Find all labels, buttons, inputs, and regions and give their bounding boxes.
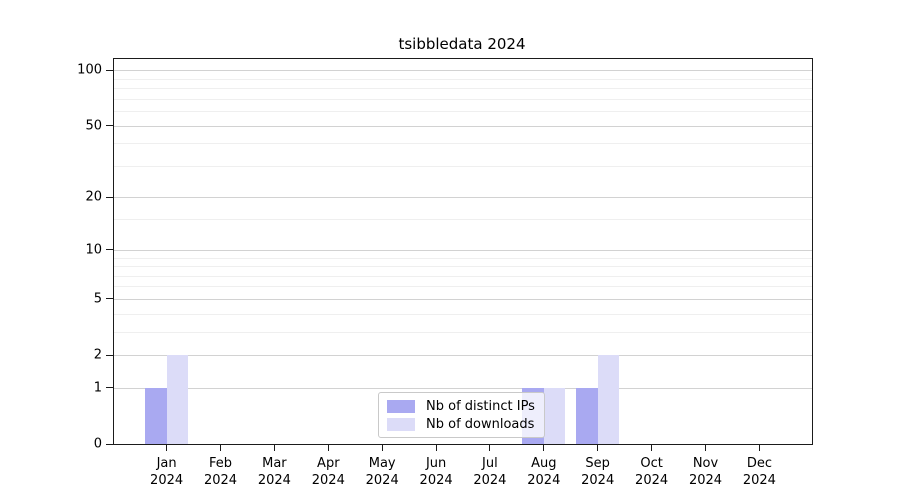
- legend-item-distinct-ips: Nb of distinct IPs: [387, 397, 536, 415]
- x-axis-tick-label: Feb 2024: [204, 455, 237, 489]
- x-tick-year: 2024: [203, 473, 238, 488]
- bar-downloads: [166, 355, 189, 444]
- x-axis-tick: [381, 445, 383, 451]
- x-tick-year: 2024: [150, 473, 184, 488]
- x-axis-tick: [705, 445, 706, 451]
- x-axis-tick: [597, 445, 599, 451]
- x-tick-year: 2024: [257, 473, 291, 488]
- x-axis-tick-label: Nov 2024: [689, 455, 722, 489]
- gridline-minor: [114, 98, 812, 100]
- x-tick-month: Jan: [156, 456, 177, 471]
- x-tick-month: May: [368, 456, 396, 471]
- bar-distinct-ips: [576, 387, 598, 444]
- gridline-major: [114, 197, 812, 199]
- x-axis-tick-label: Jul 2024: [473, 455, 506, 489]
- y-axis-tick-label: 2: [93, 347, 102, 363]
- x-tick-year: 2024: [365, 473, 399, 488]
- y-axis-tick-label: 20: [85, 189, 102, 205]
- x-tick-month: Oct: [640, 456, 663, 471]
- x-tick-month: Dec: [746, 456, 772, 471]
- x-tick-year: 2024: [742, 473, 776, 488]
- legend: Nb of distinct IPs Nb of downloads: [378, 392, 545, 438]
- plot-area: Nb of distinct IPs Nb of downloads 0 1 2 5 1…: [77, 58, 813, 488]
- gridline-minor: [114, 266, 812, 267]
- gridline-minor: [114, 88, 812, 90]
- y-axis-tick: [106, 443, 113, 445]
- legend-swatch-distinct-ips: [387, 399, 415, 413]
- x-tick-month: Jul: [482, 456, 498, 471]
- gridline-minor: [114, 165, 812, 167]
- x-tick-month: Apr: [317, 456, 340, 471]
- legend-label-downloads: Nb of downloads: [426, 416, 535, 432]
- bar-distinct-ips: [145, 387, 167, 444]
- x-tick-month: Mar: [262, 456, 287, 471]
- x-axis-tick: [543, 445, 545, 451]
- x-axis-tick-label: Dec 2024: [743, 455, 776, 489]
- bar-downloads: [597, 355, 620, 444]
- gridline-minor: [114, 257, 812, 259]
- gridline-minor: [114, 219, 812, 221]
- x-axis-tick: [273, 445, 275, 451]
- x-tick-year: 2024: [473, 473, 507, 488]
- x-axis-tick: [435, 445, 437, 451]
- x-tick-month: Nov: [692, 456, 719, 471]
- x-tick-year: 2024: [419, 473, 453, 488]
- x-axis-tick-label: Mar 2024: [258, 455, 291, 489]
- y-axis-tick: [106, 298, 113, 300]
- x-tick-year: 2024: [635, 473, 669, 488]
- y-axis-tick-label: 100: [77, 62, 102, 78]
- x-tick-month: Sep: [585, 456, 610, 471]
- x-axis-tick: [220, 445, 221, 451]
- y-axis-tick-label: 0: [93, 436, 102, 452]
- x-axis-tick-label: Sep 2024: [581, 455, 614, 489]
- x-tick-year: 2024: [311, 473, 345, 488]
- gridline-major: [114, 387, 812, 389]
- x-axis-tick-label: Jan 2024: [150, 455, 183, 489]
- gridline-major: [114, 249, 812, 251]
- gridline-major: [114, 125, 812, 127]
- x-axis-tick: [166, 445, 168, 451]
- chart-title: tsibbledata 2024: [398, 35, 526, 53]
- y-axis-tick: [106, 249, 113, 251]
- legend-item-downloads: Nb of downloads: [387, 415, 536, 433]
- y-axis-tick: [106, 125, 113, 127]
- x-tick-year: 2024: [527, 473, 561, 488]
- x-tick-month: Jun: [425, 456, 447, 471]
- legend-swatch-downloads: [387, 417, 415, 431]
- x-axis-tick: [327, 445, 329, 451]
- x-axis-tick: [651, 445, 653, 451]
- x-axis-tick-label: Jun 2024: [420, 455, 453, 489]
- y-axis-tick-label: 1: [93, 380, 102, 396]
- x-axis-tick-label: Oct 2024: [635, 455, 668, 489]
- x-tick-year: 2024: [581, 473, 615, 488]
- bar-downloads: [543, 387, 566, 444]
- gridline-major: [114, 355, 812, 356]
- gridline-minor: [114, 111, 812, 113]
- x-tick-month: Feb: [208, 456, 233, 471]
- gridline-major: [114, 298, 812, 300]
- y-axis-tick-label: 5: [93, 291, 102, 307]
- y-axis-tick: [106, 69, 113, 71]
- x-axis-tick: [758, 445, 760, 451]
- gridline-minor: [114, 331, 812, 333]
- y-axis-tick: [106, 196, 113, 198]
- gridline-minor: [114, 78, 812, 80]
- gridline-minor: [114, 143, 812, 145]
- y-axis-tick: [106, 387, 113, 389]
- x-axis-tick-label: May 2024: [366, 455, 399, 489]
- x-tick-year: 2024: [688, 473, 723, 488]
- gridline-minor: [114, 313, 812, 315]
- gridline-minor: [114, 275, 812, 277]
- x-axis-tick-label: Aug 2024: [527, 455, 560, 489]
- x-axis-tick: [489, 445, 491, 451]
- legend-label-distinct-ips: Nb of distinct IPs: [426, 398, 535, 414]
- gridline-major: [114, 70, 812, 72]
- y-axis-tick-label: 10: [85, 242, 102, 258]
- y-axis-tick-label: 50: [85, 118, 102, 134]
- gridline-minor: [114, 286, 812, 288]
- x-axis-tick-label: Apr 2024: [312, 455, 345, 489]
- x-tick-month: Aug: [531, 456, 557, 471]
- y-axis-tick: [106, 354, 113, 356]
